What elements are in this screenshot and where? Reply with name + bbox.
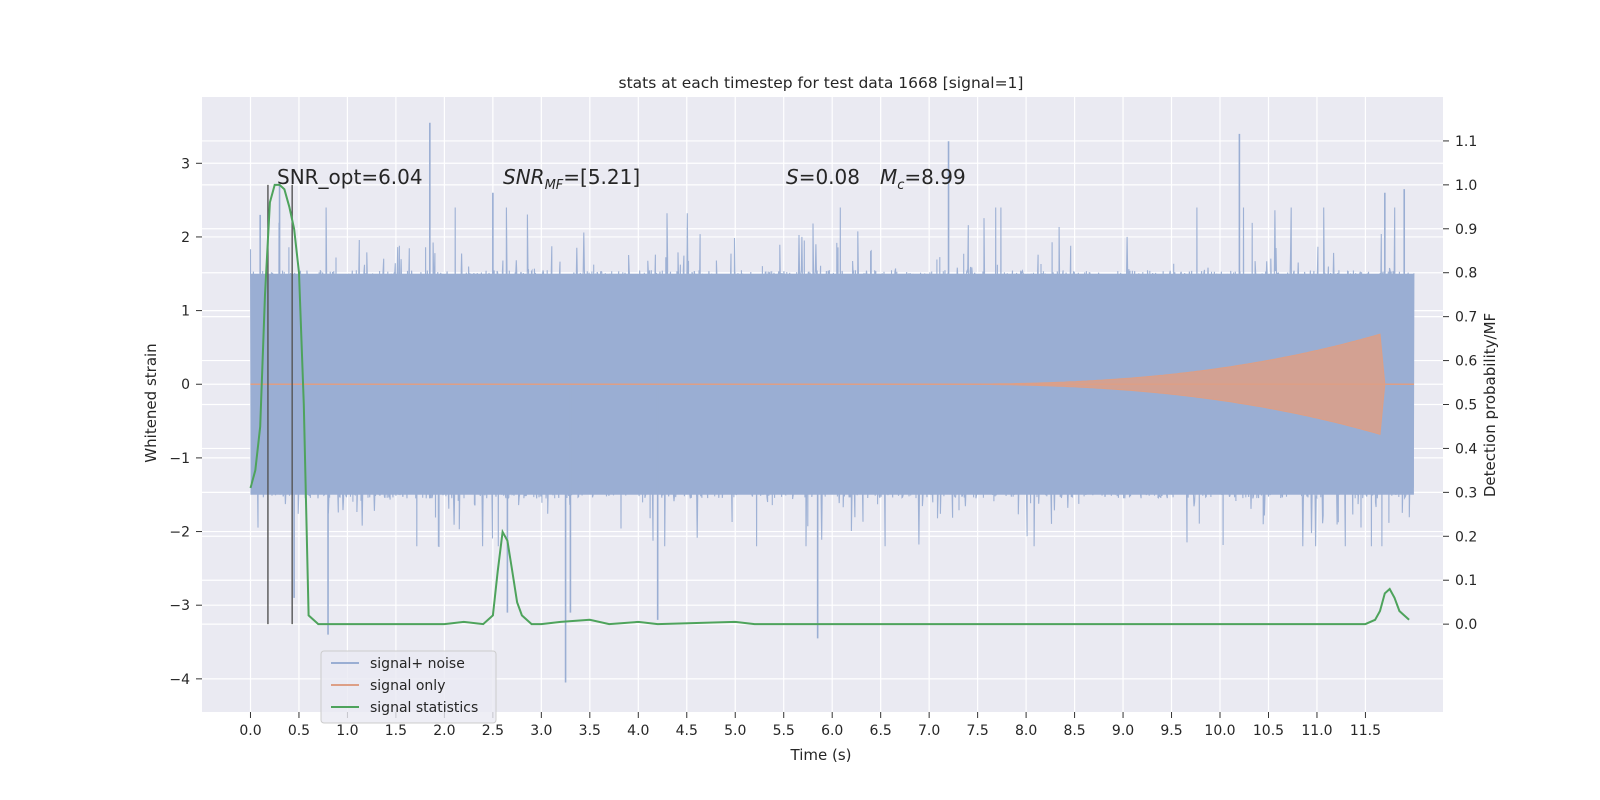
x-tick-label: 5.0 xyxy=(724,723,746,739)
legend-box xyxy=(320,650,497,724)
y2-tick-label: 0.3 xyxy=(1455,485,1477,501)
x-tick-label: 6.0 xyxy=(821,723,843,739)
x-tick-label: 5.5 xyxy=(773,723,795,739)
x-axis-label: Time (s) xyxy=(790,746,852,764)
chart-title: stats at each timestep for test data 166… xyxy=(619,74,1024,92)
x-tick-label: 0.0 xyxy=(239,723,261,739)
x-tick-label: 10.0 xyxy=(1204,723,1235,739)
y-tick-label: 1 xyxy=(181,304,190,320)
x-tick-label: 11.0 xyxy=(1301,723,1332,739)
annotation-mc: Mc=8.99 xyxy=(880,165,966,193)
x-tick-label: 3.0 xyxy=(530,723,552,739)
x-tick-label: 9.5 xyxy=(1160,723,1182,739)
x-tick-labels: 0.0 0.5 1.0 1.5 2.0 2.5 3.0 3.5 4.0 4.5 5.0 5.5 6.0 6… xyxy=(239,712,1381,739)
x-tick-label: 3.5 xyxy=(579,723,601,739)
y2-tick-label: 0.5 xyxy=(1455,398,1477,414)
y-tick-label: −3 xyxy=(169,598,190,614)
annotation-s-value: =0.08 xyxy=(799,165,860,189)
y-tick-label: 3 xyxy=(181,156,190,172)
y-tick-label: −2 xyxy=(169,525,190,541)
y2-tick-label: 0.0 xyxy=(1455,617,1477,633)
y2-tick-label: 1.1 xyxy=(1455,134,1477,150)
x-tick-label: 2.0 xyxy=(433,723,455,739)
x-tick-label: 8.5 xyxy=(1063,723,1085,739)
y2-tick-label: 0.4 xyxy=(1455,441,1477,457)
annotation-s: S=0.08 xyxy=(786,165,860,189)
y2-tick-label: 0.9 xyxy=(1455,222,1477,238)
y-tick-label: 2 xyxy=(181,230,190,246)
annotation-snr-mf-symbol: SNR xyxy=(503,165,545,189)
annotation-snr-opt: SNR_opt=6.04 xyxy=(277,165,423,189)
annotation-snr-mf-value: =[5.21] xyxy=(563,165,640,189)
legend: signal+ noise signal only signal statist… xyxy=(320,650,497,724)
y2-tick-label: 0.6 xyxy=(1455,354,1477,370)
y2-tick-label: 1.0 xyxy=(1455,178,1477,194)
x-tick-label: 0.5 xyxy=(288,723,310,739)
legend-label-signal-only: signal only xyxy=(370,678,445,694)
y2-tick-label: 0.7 xyxy=(1455,310,1477,326)
x-tick-label: 8.0 xyxy=(1015,723,1037,739)
y2-tick-label: 0.1 xyxy=(1455,573,1477,589)
series-signal-statistics xyxy=(249,183,1410,626)
x-tick-label: 2.5 xyxy=(482,723,504,739)
x-tick-label: 7.5 xyxy=(966,723,988,739)
y-tick-label: −1 xyxy=(169,451,190,467)
x-tick-label: 1.0 xyxy=(336,723,358,739)
x-tick-label: 9.0 xyxy=(1112,723,1134,739)
x-tick-label: 1.5 xyxy=(385,723,407,739)
x-tick-label: 7.0 xyxy=(918,723,940,739)
x-tick-label: 6.5 xyxy=(870,723,892,739)
y2-tick-label: 0.8 xyxy=(1455,266,1477,282)
annotation-mc-subscript: c xyxy=(897,178,904,193)
annotation-snr-mf-subscript: MF xyxy=(545,178,564,193)
y2-axis-label: Detection probability/MF xyxy=(1481,313,1499,497)
y-tick-label: −4 xyxy=(169,672,190,688)
x-tick-label: 4.0 xyxy=(627,723,649,739)
y-tick-labels: 3 2 1 0 −1 −2 −3 −4 xyxy=(169,156,202,688)
annotation-s-symbol: S xyxy=(786,165,799,189)
y2-tick-labels: 1.1 1.0 0.9 0.8 0.7 0.6 0.5 0.4 0.3 0.2 0.1 0.0 xyxy=(1443,134,1477,633)
x-tick-label: 11.5 xyxy=(1350,723,1381,739)
annotation-mc-symbol: M xyxy=(880,165,897,189)
x-tick-label: 4.5 xyxy=(676,723,698,739)
annotation-mc-value: =8.99 xyxy=(904,165,965,189)
signal-chirp xyxy=(929,333,1386,435)
legend-label-signal-plus-noise: signal+ noise xyxy=(370,656,465,672)
legend-label-signal-statistics: signal statistics xyxy=(370,700,478,716)
series-signal-only xyxy=(250,333,1414,435)
y-tick-label: 0 xyxy=(181,377,190,393)
y2-tick-label: 0.2 xyxy=(1455,529,1477,545)
y-axis-label: Whitened strain xyxy=(142,343,160,462)
annotation-snr-mf: SNRMF=[5.21] xyxy=(503,165,640,193)
x-tick-label: 10.5 xyxy=(1253,723,1284,739)
